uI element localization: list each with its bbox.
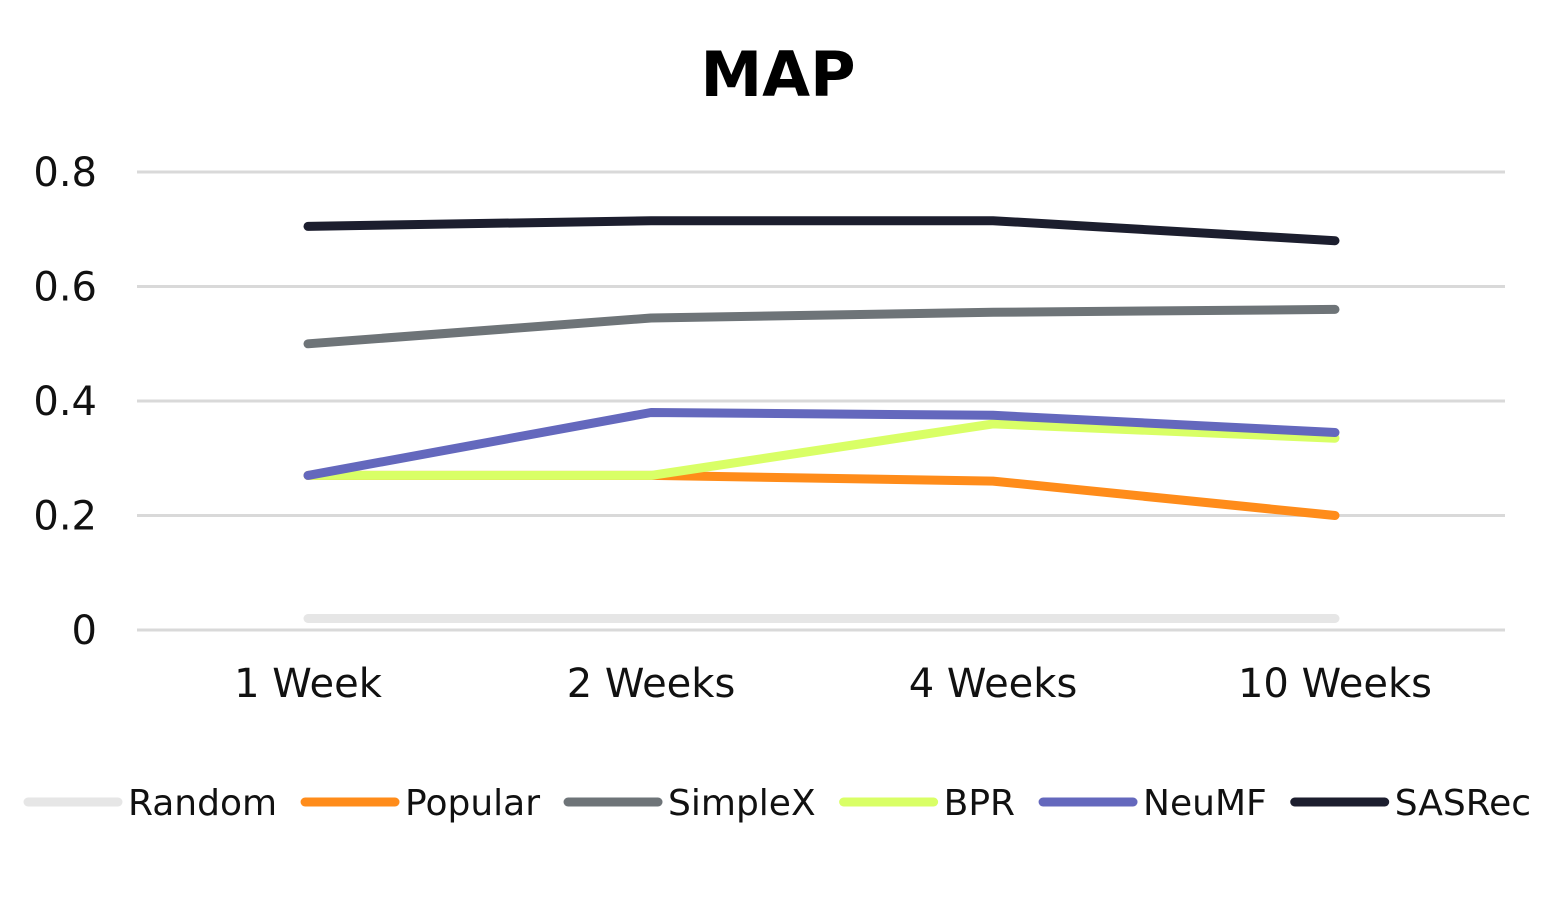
x-tick-label: 4 Weeks (909, 661, 1078, 707)
series-line-popular (303, 470, 1340, 520)
series-line-simplex (303, 304, 1340, 349)
legend-item-popular: Popular (300, 783, 540, 824)
legend-item-simplex: SimpleX (563, 783, 816, 824)
x-tick-label: 2 Weeks (567, 661, 736, 707)
y-tick-label: 0.4 (33, 379, 97, 425)
x-tick-label: 10 Weeks (1238, 661, 1432, 707)
legend: Random Popular SimpleX BPR NeuMF SASRec (23, 783, 1531, 824)
legend-label: SASRec (1395, 783, 1531, 824)
chart-title: MAP (700, 38, 855, 111)
legend-label: NeuMF (1143, 783, 1267, 824)
legend-label: SimpleX (668, 783, 816, 824)
y-tick-label: 0.2 (33, 494, 97, 540)
series-line-neumf (303, 408, 1340, 480)
legend-label: Random (128, 783, 277, 824)
legend-label: Popular (405, 783, 540, 824)
y-axis-ticks: 0 0.2 0.4 0.6 0.8 (33, 150, 97, 654)
y-tick-label: 0.8 (33, 150, 97, 196)
series-lines (303, 216, 1340, 623)
legend-item-random: Random (23, 783, 277, 824)
legend-item-sasrec: SASRec (1290, 783, 1531, 824)
y-tick-label: 0 (72, 608, 97, 654)
series-line-sasrec (303, 216, 1340, 246)
y-tick-label: 0.6 (33, 265, 97, 311)
x-axis-ticks: 1 Week 2 Weeks 4 Weeks 10 Weeks (234, 661, 1432, 707)
legend-item-neumf: NeuMF (1038, 783, 1267, 824)
series-line-bpr (303, 419, 1340, 480)
legend-label: BPR (944, 783, 1015, 824)
legend-item-bpr: BPR (839, 783, 1015, 824)
gridlines (137, 170, 1505, 632)
x-tick-label: 1 Week (234, 661, 383, 707)
